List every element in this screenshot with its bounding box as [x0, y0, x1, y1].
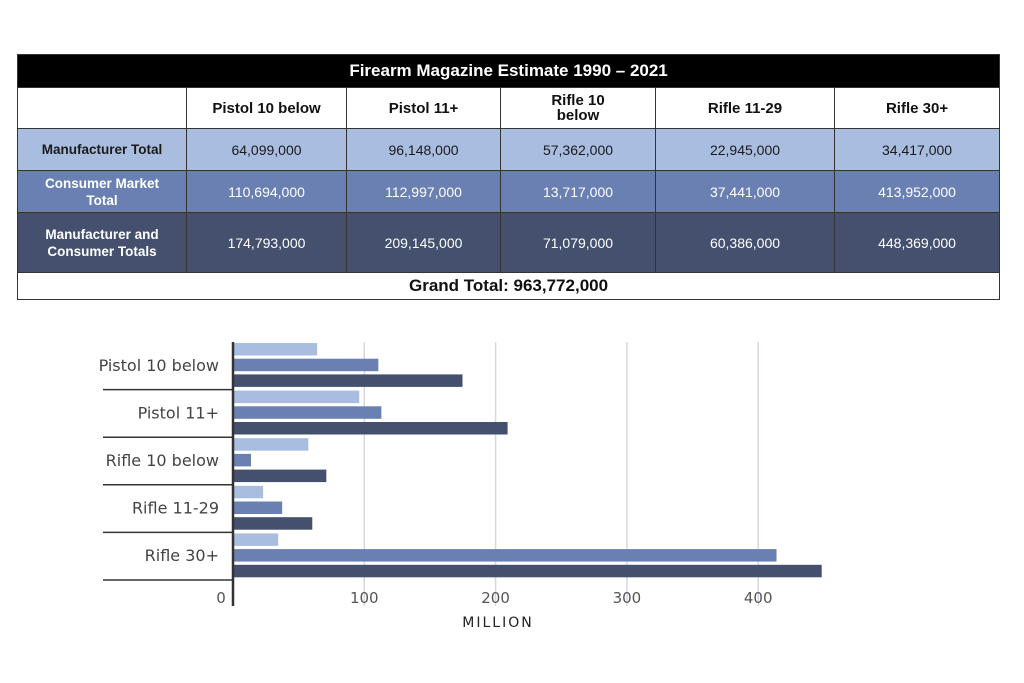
- table-cell: 110,694,000: [186, 170, 347, 213]
- category-label: Rifle 30+: [145, 546, 219, 565]
- bar: [233, 374, 463, 387]
- x-tick-label: 100: [350, 589, 379, 607]
- x-tick-label: 400: [744, 589, 773, 607]
- row-label: Manufacturer and Consumer Totals: [17, 212, 187, 273]
- category-label: Rifle 11-29: [132, 499, 219, 518]
- bar: [233, 406, 382, 419]
- bar: [233, 343, 318, 356]
- table-cell: 448,369,000: [833, 212, 1001, 273]
- bar: [233, 517, 313, 530]
- table-cell: 413,952,000: [833, 170, 1001, 213]
- x-tick-label: 0: [216, 589, 226, 607]
- table-cell: 22,945,000: [655, 128, 835, 171]
- table-cell: 34,417,000: [833, 128, 1001, 171]
- bar: [233, 485, 264, 499]
- category-label: Pistol 10 below: [99, 356, 219, 375]
- table-cell: 57,362,000: [500, 128, 656, 171]
- column-header: Rifle 11-29: [655, 87, 835, 129]
- x-tick-label: 300: [613, 589, 642, 607]
- bar: [233, 390, 360, 404]
- bar: [233, 469, 327, 483]
- x-axis-label: MILLION: [462, 615, 533, 631]
- bar: [233, 438, 309, 451]
- table-cell: 96,148,000: [346, 128, 501, 171]
- bar: [233, 549, 777, 562]
- bar: [233, 358, 379, 372]
- table-cell: 64,099,000: [186, 128, 347, 171]
- category-label: Rifle 10 below: [106, 451, 219, 470]
- row-label: Consumer Market Total: [17, 170, 187, 213]
- bar: [233, 564, 822, 578]
- bar: [233, 422, 508, 435]
- table-cell: 60,386,000: [655, 212, 835, 273]
- row-label: Manufacturer Total: [17, 128, 187, 171]
- grand-total: Grand Total: 963,772,000: [16, 272, 1001, 300]
- bar: [233, 453, 252, 467]
- table-title: Firearm Magazine Estimate 1990 – 2021: [16, 54, 1001, 88]
- estimate-table: Firearm Magazine Estimate 1990 – 2021 Pi…: [16, 54, 1001, 300]
- column-header: Rifle 30+: [833, 87, 1001, 129]
- table-cell: 37,441,000: [655, 170, 835, 213]
- x-tick-label: 200: [481, 589, 510, 607]
- category-label: Pistol 11+: [138, 403, 219, 422]
- bar: [233, 533, 279, 546]
- bar: [233, 501, 283, 514]
- table-cell: 71,079,000: [500, 212, 656, 273]
